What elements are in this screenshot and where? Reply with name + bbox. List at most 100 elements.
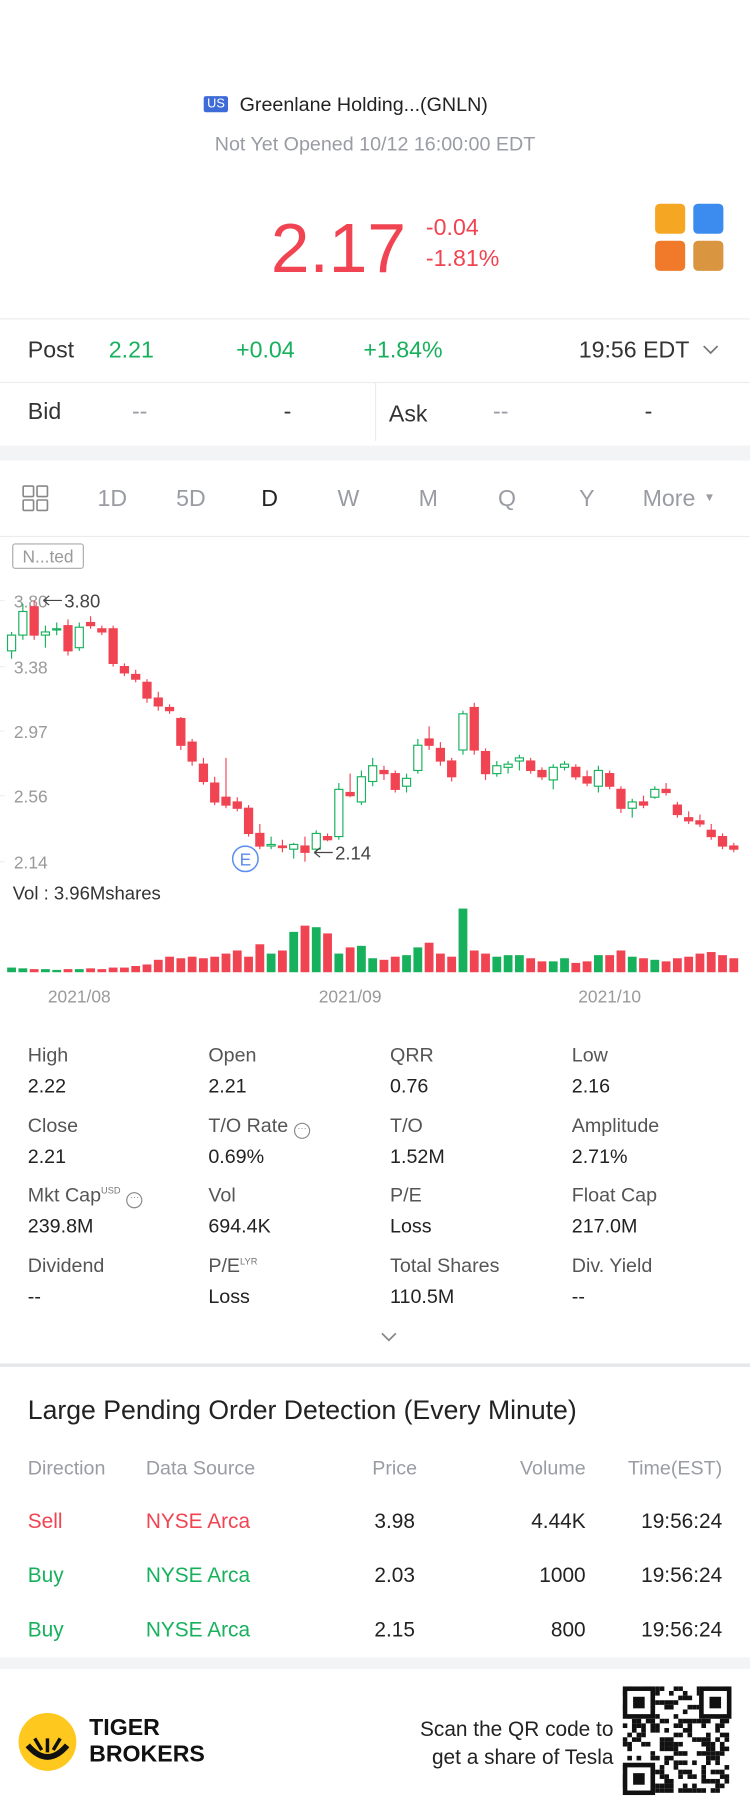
quick-icons[interactable] [653, 203, 727, 275]
volume-bar [503, 955, 513, 973]
volume-bar [232, 950, 242, 973]
volume-bar [210, 956, 220, 973]
stat-name: Total Shares [390, 1254, 500, 1277]
stat-value: Loss [208, 1285, 250, 1308]
info-icon[interactable]: ··· [293, 1122, 311, 1139]
volume-bar [447, 956, 457, 973]
candle-body [537, 769, 547, 778]
candle-body [548, 766, 558, 781]
candle-body [356, 776, 367, 803]
volume-bar [413, 947, 423, 973]
stat-value: 2.71% [571, 1145, 628, 1168]
period-tab[interactable]: M [418, 486, 438, 512]
ask-price: -- [493, 399, 509, 425]
candle-body [18, 610, 28, 636]
volume-bar [672, 958, 682, 973]
stat-value: 2.22 [27, 1075, 67, 1098]
change-pct: -1.81% [425, 246, 500, 272]
volume-bar [582, 961, 592, 973]
period-tab[interactable]: D [261, 486, 279, 512]
post-time[interactable]: 19:56 EDT [578, 337, 690, 364]
stock-name[interactable]: Greenlane Holding...(GNLN) [239, 93, 488, 116]
volume-bar [18, 968, 28, 973]
volume-bar [571, 962, 581, 973]
stat-name: Vol [208, 1184, 236, 1207]
candle-body [52, 628, 62, 631]
candle-body [300, 845, 310, 853]
period-tab[interactable]: W [337, 486, 360, 512]
candle-body [695, 820, 705, 825]
candle-body [131, 673, 141, 680]
candle-body [29, 606, 39, 636]
stat-name: Div. Yield [571, 1254, 653, 1277]
stat-label: Dividend [28, 1254, 105, 1277]
candle-body [684, 817, 694, 822]
brand-line: BROKERS [89, 1741, 205, 1768]
stat-value: 239.8M [27, 1215, 94, 1238]
volume-bar [97, 969, 107, 973]
candle-body [661, 788, 671, 794]
y-tick-label: 2.97 [14, 722, 48, 742]
volume-bar [7, 967, 16, 973]
order-cell: NYSE Arca [145, 1618, 251, 1642]
stat-label: Vol [208, 1184, 235, 1207]
period-tab[interactable]: More [642, 486, 696, 512]
stat-name: T/O Rate [208, 1114, 289, 1136]
volume-bar [63, 969, 73, 973]
order-cell: 1000 [539, 1563, 586, 1587]
stat-value: 0.69% [208, 1145, 265, 1168]
expand-icon[interactable] [380, 1331, 399, 1343]
volume-bar [435, 953, 445, 973]
period-tab[interactable]: Y [579, 486, 595, 512]
stat-name: P/E [208, 1254, 241, 1277]
volume-bar [199, 958, 208, 973]
order-cell: 19:56:24 [641, 1618, 723, 1642]
order-cell: Sell [27, 1509, 63, 1533]
order-cell: 2.15 [374, 1618, 415, 1642]
stat-label: Float Cap [572, 1184, 657, 1207]
volume-bar [255, 944, 265, 973]
stat-label: Open [208, 1044, 256, 1067]
candle-body [266, 843, 276, 847]
candle-body [187, 741, 197, 762]
stat-value: 694.4K [208, 1215, 271, 1238]
volume-bar [492, 956, 502, 973]
bid-label: Bid [27, 399, 62, 425]
stat-value: 2.21 [208, 1075, 247, 1098]
stat-value: -- [27, 1285, 41, 1308]
candle-body [469, 706, 479, 751]
candle-body [401, 777, 412, 787]
candle-body [616, 788, 626, 809]
candle-body [74, 626, 84, 649]
volume-bar [311, 927, 321, 973]
volume-bar [605, 955, 615, 973]
period-tab[interactable]: 5D [176, 486, 206, 512]
stat-name: Amplitude [571, 1114, 660, 1136]
candle-body [198, 763, 209, 783]
candle-body [232, 801, 242, 809]
volume-bar [379, 959, 389, 973]
y-tick-label: 3.38 [14, 658, 48, 678]
period-tab[interactable]: Q [497, 486, 516, 512]
y-tick-label: 2.14 [14, 853, 48, 873]
candle-body [526, 760, 536, 772]
dropdown-icon[interactable] [701, 343, 720, 357]
period-tab[interactable]: 1D [97, 486, 128, 512]
candle-body [729, 845, 739, 850]
volume-bar [424, 942, 434, 973]
price: 2.17 [270, 209, 406, 288]
candle-body [593, 769, 604, 787]
volume-bar [458, 908, 468, 973]
volume-bar [289, 931, 299, 973]
stat-value: 110.5M [390, 1285, 455, 1308]
ask-size: - [644, 399, 653, 425]
candle-body [63, 625, 73, 652]
bid-size: - [283, 399, 292, 425]
volume-bar [390, 956, 400, 973]
volume-bar [266, 953, 276, 973]
volume-bar [323, 933, 332, 973]
info-icon[interactable]: ··· [126, 1192, 143, 1209]
volume-bar [616, 950, 626, 973]
column-header: Volume [520, 1457, 586, 1480]
layout-icon[interactable] [22, 485, 50, 513]
